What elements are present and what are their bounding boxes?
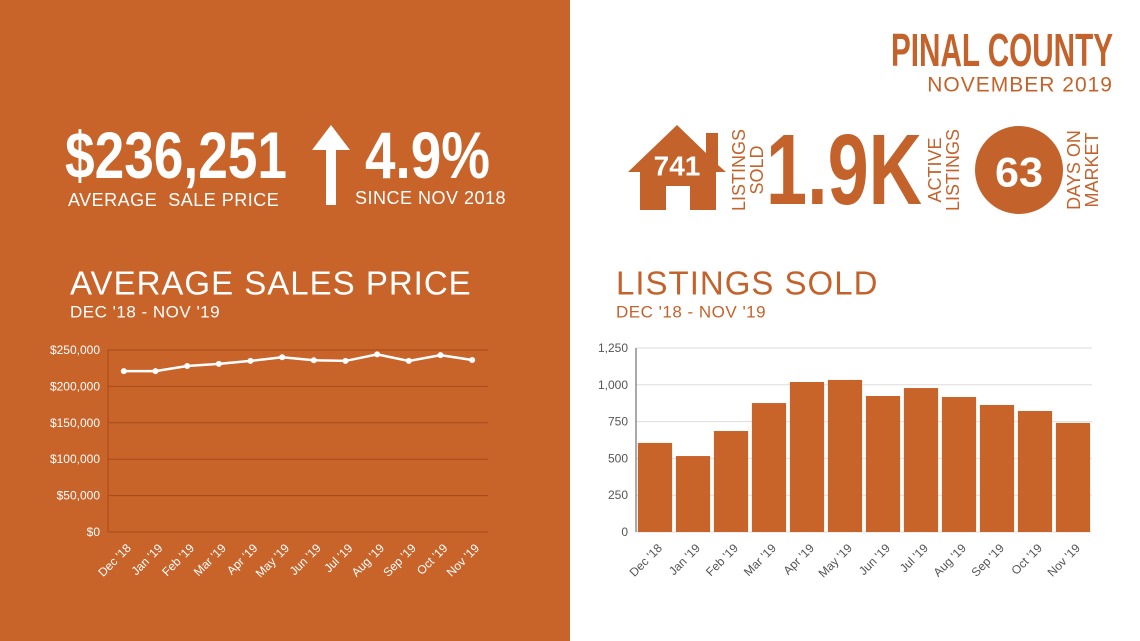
bar	[713, 431, 749, 532]
listings-sold-value: 741	[654, 151, 701, 182]
average-price: $236,251	[65, 118, 287, 192]
bar	[903, 388, 939, 532]
house-icon	[628, 125, 726, 210]
bar	[1055, 422, 1091, 532]
price-point	[184, 363, 191, 370]
price-point	[310, 357, 317, 364]
bar	[1017, 411, 1053, 532]
y-tick-label: 1,250	[598, 341, 628, 355]
y-tick-label: 1,000	[598, 378, 628, 392]
price-point	[120, 368, 127, 375]
y-tick-label: $50,000	[57, 489, 101, 503]
bar	[637, 442, 673, 532]
active-listings-value: 1.9K	[766, 114, 922, 226]
y-tick-label: 250	[608, 488, 628, 502]
y-tick-label: $100,000	[50, 452, 100, 466]
y-tick-label: 0	[621, 525, 628, 539]
price-change: 4.9%	[365, 118, 490, 192]
y-tick-label: $250,000	[50, 343, 100, 357]
left-panel	[0, 0, 570, 641]
price-point	[405, 357, 412, 364]
price-point	[215, 360, 222, 367]
bar	[865, 395, 901, 532]
average-price-label: AVERAGE SALE PRICE	[68, 190, 279, 210]
price-point	[374, 351, 381, 358]
chart-title: LISTINGS SOLD	[616, 265, 878, 302]
county-title: PINAL COUNTY	[891, 24, 1113, 76]
y-tick-label: $150,000	[50, 416, 100, 430]
y-tick-label: 750	[608, 415, 628, 429]
price-line	[123, 353, 473, 373]
listings-sold-label: SOLD	[747, 145, 767, 194]
bar	[979, 404, 1015, 532]
bar	[789, 382, 825, 532]
price-point	[247, 357, 254, 364]
report-month: NOVEMBER 2019	[927, 74, 1113, 97]
bar	[827, 379, 863, 532]
up-arrow	[312, 125, 350, 205]
active-listings-label: LISTINGS	[943, 129, 963, 211]
price-point	[469, 357, 476, 364]
y-tick-label: 500	[608, 451, 628, 465]
price-point	[437, 352, 444, 359]
chart-subtitle: DEC '18 - NOV '19	[616, 303, 766, 322]
chart-title: AVERAGE SALES PRICE	[70, 265, 472, 302]
price-point	[152, 368, 159, 375]
days-on-market-value: 63	[995, 149, 1043, 196]
days-circle	[975, 126, 1063, 214]
listings-sold-label: LISTINGS	[729, 129, 749, 211]
bar	[751, 403, 787, 532]
active-listings-label: ACTIVE	[925, 137, 945, 202]
price-point	[342, 357, 349, 364]
days-on-market-label: DAYS ON	[1064, 130, 1084, 210]
chart-subtitle: DEC '18 - NOV '19	[70, 303, 220, 322]
y-tick-label: $0	[87, 525, 101, 539]
y-tick-label: $200,000	[50, 379, 100, 393]
days-on-market-label: MARKET	[1082, 132, 1102, 207]
price-point	[279, 354, 286, 361]
bar	[675, 456, 711, 532]
bar	[941, 397, 977, 532]
price-change-label: SINCE NOV 2018	[355, 188, 506, 208]
